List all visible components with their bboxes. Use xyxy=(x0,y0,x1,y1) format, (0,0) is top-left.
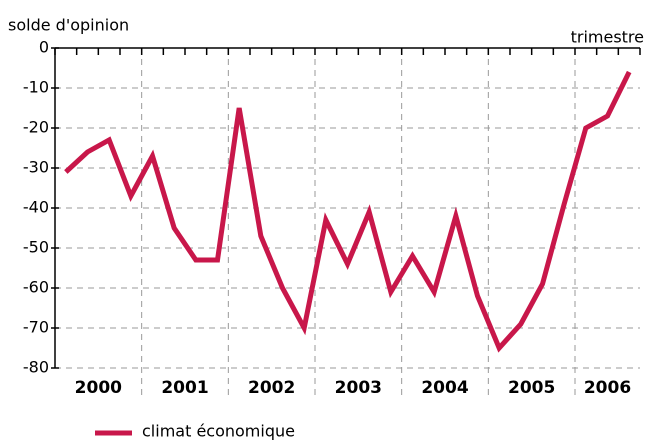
y-tick-label: -10 xyxy=(23,78,49,97)
y-tick-label: -30 xyxy=(23,158,49,177)
x-axis-label: trimestre xyxy=(571,28,644,47)
y-axis-label: solde d'opinion xyxy=(8,16,129,35)
legend-label: climat économique xyxy=(142,422,295,441)
data-line xyxy=(64,70,632,353)
year-label: 2001 xyxy=(161,378,208,398)
year-label: 2002 xyxy=(248,378,295,398)
year-label: 2003 xyxy=(335,378,382,398)
y-tick-label: -80 xyxy=(23,358,49,377)
year-label: 2006 xyxy=(584,378,631,398)
y-tick-label: -60 xyxy=(23,278,49,297)
year-label: 2004 xyxy=(421,378,468,398)
y-tick-label: -50 xyxy=(23,238,49,257)
y-tick-label: -20 xyxy=(23,118,49,137)
y-tick-label: -40 xyxy=(23,198,49,217)
y-tick-label: -70 xyxy=(23,318,49,337)
year-label: 2000 xyxy=(75,378,122,398)
year-label: 2005 xyxy=(508,378,555,398)
y-tick-label: 0 xyxy=(39,38,49,57)
